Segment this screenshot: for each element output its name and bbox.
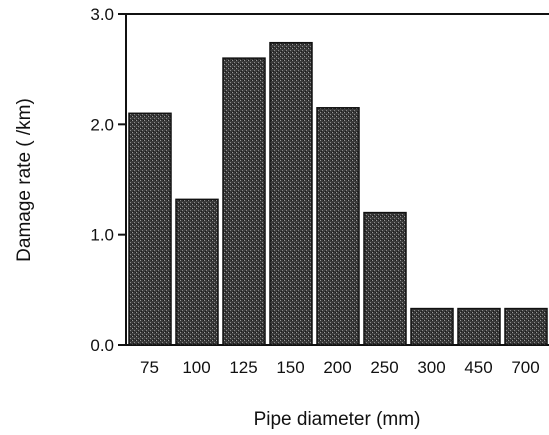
bar-450 (457, 307, 501, 346)
bar-300 (410, 307, 454, 346)
bar-75 (128, 112, 172, 346)
x-tick-label: 300 (417, 358, 445, 377)
x-axis-title: Pipe diameter (mm) (254, 409, 421, 430)
x-tick-label: 100 (182, 358, 210, 377)
bars-group (128, 41, 548, 346)
bar-150 (269, 41, 313, 346)
x-tick-label: 75 (140, 358, 159, 377)
x-tick-label: 250 (370, 358, 398, 377)
x-tick-label: 150 (276, 358, 304, 377)
x-tick-label: 125 (229, 358, 257, 377)
y-axis-title: Damage rate ( /km) (14, 98, 35, 262)
y-tick-label: 3.0 (90, 5, 114, 24)
y-tick-label: 1.0 (90, 226, 114, 245)
y-tick-label: 2.0 (90, 115, 114, 134)
bar-200 (316, 107, 360, 346)
bar-100 (175, 198, 219, 346)
y-tick-label: 0.0 (90, 336, 114, 355)
x-axis-tick-labels: 75 100 125 150 200 250 300 450 700 (140, 358, 540, 377)
y-axis-ticks: 0.0 1.0 2.0 3.0 (90, 5, 126, 355)
x-tick-label: 700 (511, 358, 539, 377)
bar-700 (504, 307, 548, 346)
bar-250 (363, 211, 407, 346)
bar-125 (222, 57, 266, 346)
x-tick-label: 450 (464, 358, 492, 377)
x-tick-label: 200 (323, 358, 351, 377)
